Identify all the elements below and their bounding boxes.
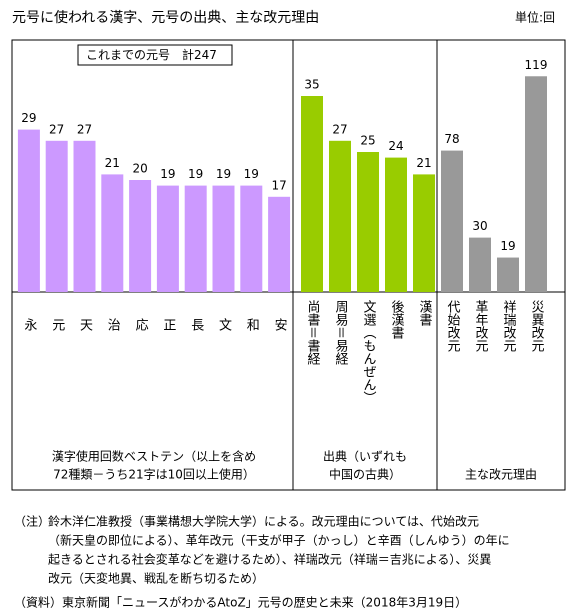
bar (45, 140, 68, 292)
group-label: 中国の古典） (329, 467, 401, 482)
value-label: 27 (332, 122, 347, 136)
bar (212, 185, 235, 292)
note-head: （注） (14, 514, 50, 529)
x-tick-label: 長 (188, 318, 204, 331)
x-tick-label: 文 (216, 318, 232, 331)
x-tick-label: 応 (133, 318, 149, 332)
total-box (77, 44, 233, 66)
bar (497, 257, 519, 292)
x-tick-label: 安 (272, 318, 288, 331)
value-label: 78 (444, 132, 459, 146)
value-label: 19 (500, 239, 515, 253)
x-tick-label: 正 (160, 318, 176, 331)
x-tick-label: 天 (77, 318, 93, 331)
bar (469, 237, 491, 292)
source: （資料）東京新聞「ニュースがわかるAtoZ」元号の歴史と未来（2018年3月19… (14, 595, 467, 610)
value-label: 17 (271, 178, 286, 192)
value-label: 19 (244, 167, 259, 181)
unit-label: 単位:回 (515, 10, 555, 25)
value-label: 30 (472, 219, 487, 233)
bar (413, 174, 435, 292)
value-label: 25 (360, 134, 375, 148)
value-label: 35 (304, 78, 319, 92)
x-tick-label: 治 (105, 318, 121, 331)
x-tick-label: 災異改元 (529, 300, 545, 353)
total-label: これまでの元号 計247 (86, 47, 217, 62)
x-tick-label: 尚書＝書経 (305, 300, 321, 366)
note-line: 起きるとされる社会変革などを避けるため）、祥瑞改元（祥瑞＝吉兆による）、災異 (48, 552, 491, 567)
value-label: 24 (388, 139, 403, 153)
value-label: 20 (132, 162, 147, 176)
bar (101, 174, 124, 292)
bar (525, 76, 547, 292)
chart-title: 元号に使われる漢字、元号の出典、主な改元理由 (12, 9, 319, 26)
bar (268, 196, 291, 292)
group-label: 72種類－うち21字は10回以上使用） (53, 467, 255, 482)
x-tick-label: 後漢書 (389, 300, 405, 340)
group-label: 主な改元理由 (465, 468, 537, 482)
bar (184, 185, 207, 292)
bar (73, 140, 96, 292)
note-line: （新天皇の即位による）、革年改元（干支が甲子（かっし）と辛酉（しんゆう）の年に (48, 533, 510, 548)
x-tick-label: 漢書 (417, 300, 433, 327)
x-tick-label: 代始改元 (445, 300, 461, 353)
bar (357, 152, 379, 292)
note-line: 鈴木洋仁准教授（事業構想大学院大学）による。改元理由については、代始改元 (48, 514, 479, 529)
x-tick-label: 文選（もんぜん） (361, 300, 377, 404)
value-label: 19 (188, 167, 203, 181)
value-label: 27 (77, 122, 92, 136)
group-label: 漢字使用回数ベストテン（以上を含め (52, 449, 256, 464)
x-tick-label: 周易＝易経 (333, 300, 349, 366)
note-line: 改元（天変地異、戦乱を断ち切るため） (48, 571, 264, 586)
bar (156, 185, 179, 292)
value-label: 19 (216, 167, 231, 181)
value-label: 27 (49, 122, 64, 136)
x-tick-label: 永 (21, 318, 37, 331)
value-label: 119 (525, 58, 548, 72)
bar (329, 140, 351, 292)
bar (129, 180, 152, 292)
x-tick-label: 祥瑞改元 (501, 300, 517, 353)
bar (301, 96, 323, 292)
value-label: 21 (105, 156, 120, 170)
bar (441, 150, 463, 292)
group-label: 出典（いずれも (323, 450, 407, 464)
value-label: 29 (21, 111, 36, 125)
frame (11, 39, 566, 491)
bar (385, 157, 407, 292)
value-label: 21 (416, 156, 431, 170)
x-tick-label: 和 (244, 318, 259, 331)
value-label: 19 (160, 167, 175, 181)
bar (17, 129, 40, 292)
x-tick-label: 革年改元 (473, 300, 489, 353)
bar (240, 185, 263, 292)
x-tick-label: 元 (49, 318, 64, 332)
